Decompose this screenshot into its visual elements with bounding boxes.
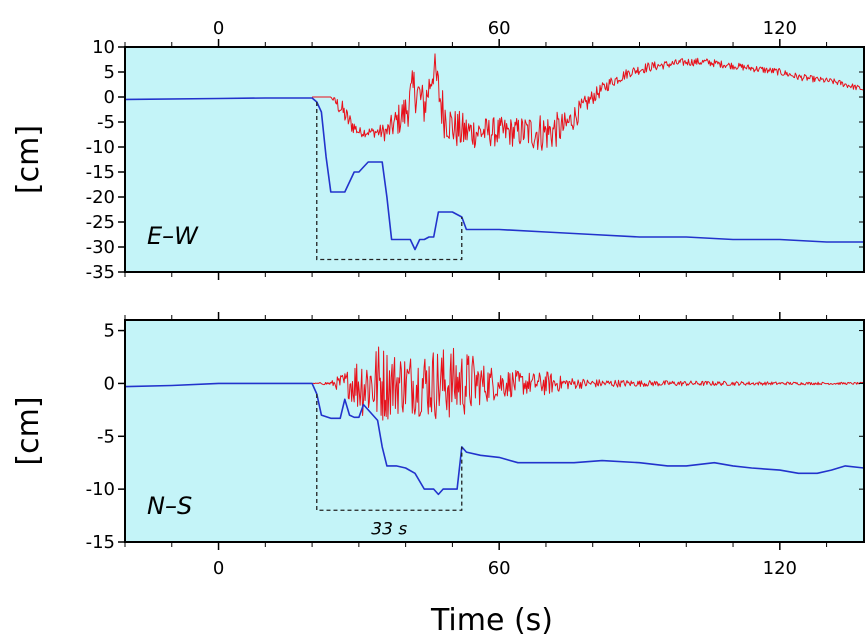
x-tick-label-top: 60: [488, 18, 511, 39]
x-tick-label-top: 120: [763, 18, 797, 39]
y-tick-label: -15: [86, 162, 115, 183]
plot-lines: [125, 53, 864, 251]
plot-lines: [125, 346, 864, 496]
y-tick-label: -10: [86, 479, 115, 500]
y-tick-label: 0: [104, 87, 115, 108]
y-tick-label: -20: [86, 187, 115, 208]
y-tick-label: -30: [86, 237, 115, 258]
y-tick-label: 0: [104, 373, 115, 394]
chart-panel: 10 5 0 -5 -10 -15 -20 -25 -30 -35 0 60 120 E–W [cm]: [11, 18, 865, 283]
panel-label: N–S: [147, 492, 192, 520]
y-tick-label: -35: [86, 262, 115, 283]
x-tick-label-top: 0: [213, 18, 224, 39]
chart-panel: 33 s 5 0 -5 -10 -15 0 60 120 N–S [cm] Time (s): [11, 312, 865, 638]
series-line-blue: [125, 382, 864, 496]
x-axis-label: Time (s): [430, 603, 553, 638]
bracket-label: 33 s: [371, 519, 407, 539]
plot-area: [125, 320, 864, 542]
duration-bracket: [316, 394, 463, 511]
y-tick-label: 5: [104, 62, 115, 83]
y-tick-label: -15: [86, 532, 115, 553]
plot-area: [125, 47, 864, 272]
series-line-red: [312, 346, 864, 421]
duration-bracket: [316, 102, 463, 261]
y-axis-label: [cm]: [11, 396, 46, 465]
y-tick-label: 5: [104, 321, 115, 342]
plot-frame: [124, 46, 865, 273]
x-tick-label: 60: [488, 558, 511, 579]
x-tick-label: 120: [763, 558, 797, 579]
x-tick-label: 0: [213, 558, 224, 579]
y-tick-label: -25: [86, 212, 115, 233]
y-tick-label: -10: [86, 137, 115, 158]
series-line-blue: [125, 97, 864, 251]
y-axis-label: [cm]: [11, 125, 46, 194]
y-tick-label: -5: [97, 426, 115, 447]
panel-label: E–W: [147, 222, 199, 250]
y-tick-label: -5: [97, 112, 115, 133]
plot-frame: [124, 319, 865, 543]
y-tick-label: 10: [92, 37, 115, 58]
series-line-red: [312, 53, 864, 151]
